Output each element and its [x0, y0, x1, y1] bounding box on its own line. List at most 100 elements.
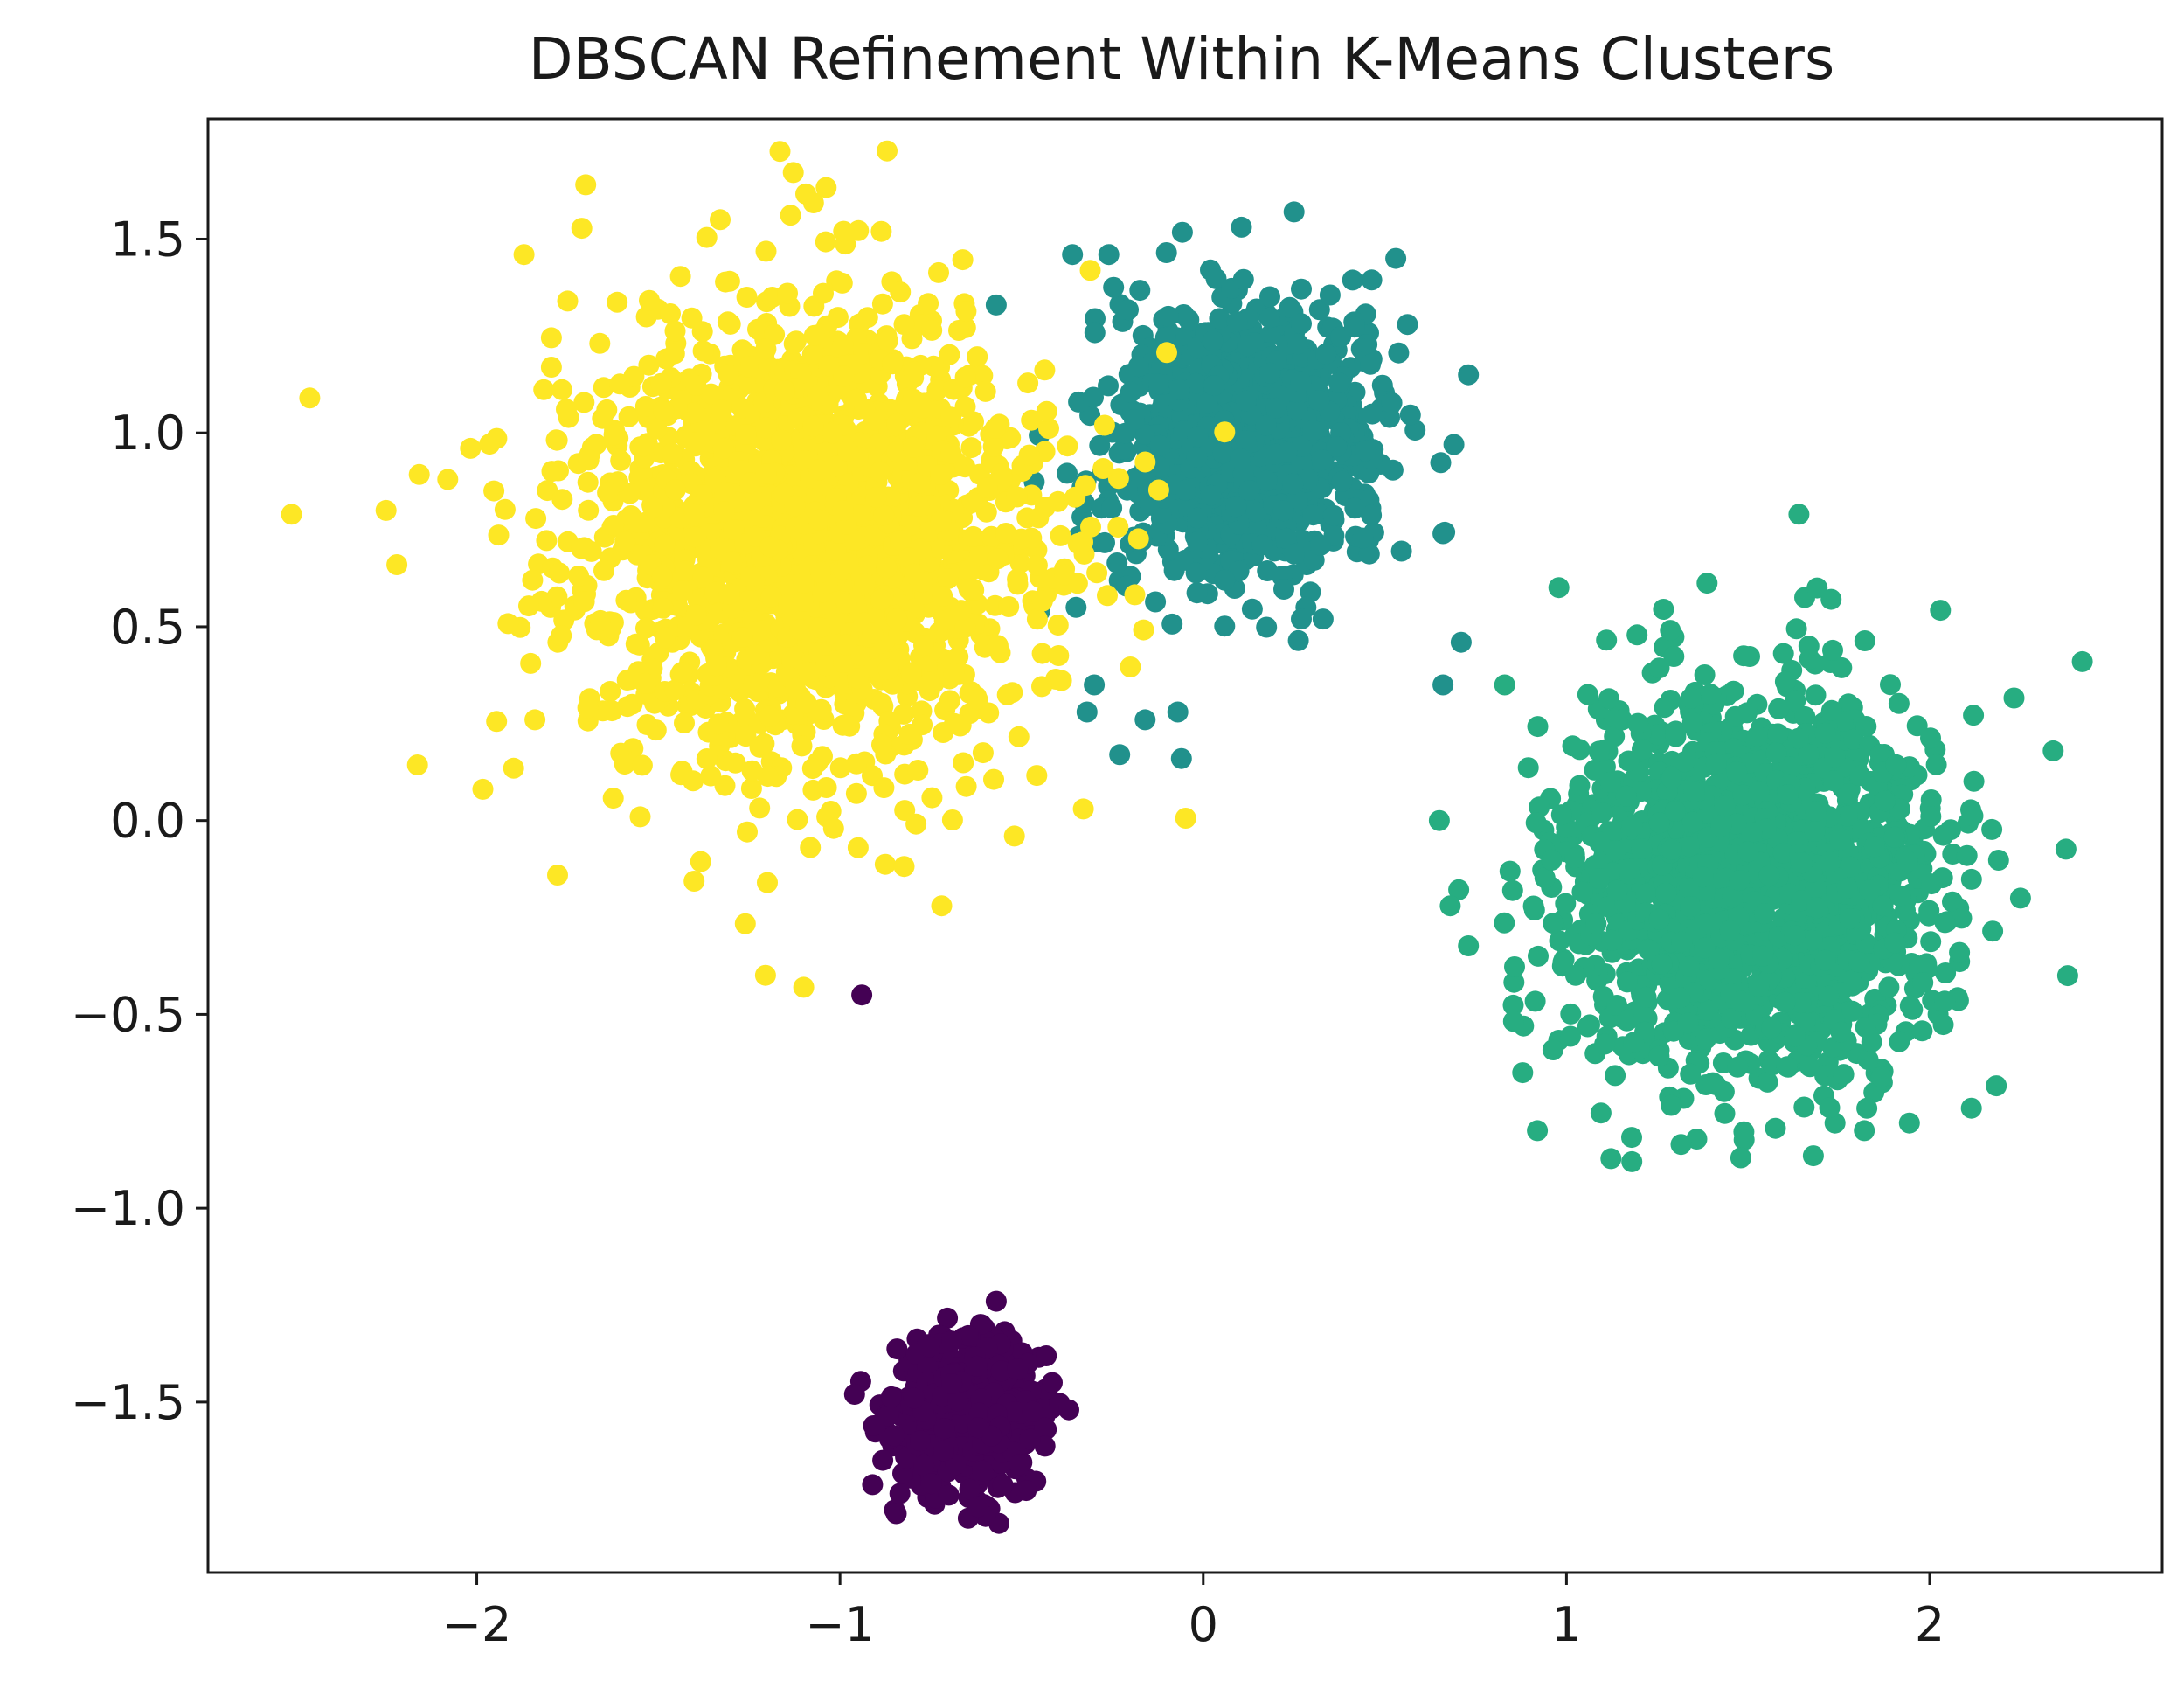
scatter-point [893, 856, 915, 878]
scatter-point [603, 424, 625, 446]
scatter-point [833, 365, 855, 387]
scatter-point [739, 566, 761, 587]
scatter-point [713, 501, 735, 523]
scatter-point [815, 177, 837, 198]
scatter-point [974, 380, 996, 402]
scatter-point [972, 1460, 994, 1482]
scatter-point [1196, 392, 1218, 414]
scatter-point [1235, 390, 1257, 412]
scatter-point [844, 529, 866, 551]
scatter-point [933, 1440, 954, 1462]
scatter-point [941, 1330, 963, 1352]
scatter-point [1494, 912, 1515, 934]
scatter-point [1114, 422, 1136, 444]
scatter-point [886, 413, 908, 434]
scatter-point [1062, 244, 1084, 266]
scatter-point [636, 714, 658, 735]
scatter-point [1499, 860, 1521, 882]
scatter-point [1017, 372, 1039, 394]
scatter-point [545, 429, 567, 451]
scatter-point [1154, 327, 1176, 349]
scatter-point [1101, 497, 1123, 518]
scatter-point [734, 913, 756, 934]
scatter-point [1501, 879, 1523, 901]
scatter-point [639, 289, 660, 311]
scatter-point [833, 220, 855, 242]
scatter-point [1016, 1480, 1037, 1502]
scatter-point [1018, 444, 1040, 466]
scatter-point [810, 561, 831, 583]
scatter-point [1259, 324, 1281, 346]
scatter-point [1503, 971, 1525, 993]
scatter-point [740, 778, 762, 799]
scatter-point [1361, 269, 1383, 291]
scatter-point [877, 140, 898, 162]
scatter-point [1004, 1401, 1026, 1422]
scatter-point [1843, 728, 1864, 750]
scatter-point [773, 380, 795, 401]
scatter-point [877, 1405, 899, 1427]
scatter-point [1319, 284, 1341, 306]
scatter-point [941, 1373, 963, 1394]
scatter-point [646, 418, 668, 440]
scatter-point [669, 266, 691, 288]
scatter-point [1880, 674, 1901, 696]
scatter-point [793, 976, 815, 998]
scatter-point [808, 617, 830, 639]
scatter-point [692, 566, 714, 588]
scatter-point [871, 293, 893, 315]
scatter-point [1161, 613, 1183, 635]
scatter-point [736, 287, 758, 308]
scatter-point [937, 1307, 959, 1329]
scatter-point [1127, 528, 1149, 550]
scatter-point [755, 240, 777, 262]
scatter-point [1120, 381, 1141, 403]
scatter-point [1259, 286, 1280, 308]
scatter-point [919, 1336, 940, 1358]
scatter-point [486, 427, 508, 449]
scatter-point [1768, 698, 1790, 719]
scatter-point [1245, 501, 1267, 523]
scatter-point [757, 872, 778, 893]
scatter-point [651, 566, 673, 587]
scatter-point [281, 504, 302, 525]
scatter-point [629, 806, 651, 828]
scatter-points [281, 140, 2093, 1534]
scatter-point [718, 583, 740, 605]
scatter-point [837, 552, 859, 574]
scatter-point [1291, 608, 1312, 630]
scatter-point [759, 536, 781, 558]
scatter-point [1802, 1145, 1824, 1167]
scatter-point [954, 366, 976, 388]
scatter-point [1577, 684, 1598, 705]
scatter-point [1156, 342, 1177, 364]
scatter-point [1512, 1062, 1534, 1084]
scatter-point [1331, 470, 1353, 492]
scatter-point [723, 519, 745, 540]
scatter-point [1118, 299, 1139, 321]
scatter-point [614, 754, 635, 775]
scatter-point [1951, 907, 1973, 929]
scatter-point [1596, 629, 1618, 651]
scatter-point [663, 343, 685, 365]
scatter-point [995, 523, 1017, 544]
scatter-point [1175, 479, 1196, 501]
scatter-point [1187, 507, 1208, 529]
scatter-point [578, 449, 600, 471]
scatter-point [1008, 726, 1030, 747]
scatter-point [749, 797, 771, 819]
scatter-point [835, 714, 856, 736]
scatter-point [1203, 375, 1224, 397]
scatter-point [1820, 588, 1842, 610]
scatter-point [1034, 441, 1056, 462]
scatter-point [1328, 372, 1349, 393]
scatter-point [918, 293, 939, 315]
scatter-point [835, 592, 857, 614]
scatter-point [1256, 469, 1278, 491]
scatter-point [760, 586, 782, 608]
scatter-point [524, 709, 546, 731]
scatter-point [1086, 562, 1108, 584]
scatter-point [706, 655, 727, 677]
scatter-point [1092, 458, 1114, 479]
